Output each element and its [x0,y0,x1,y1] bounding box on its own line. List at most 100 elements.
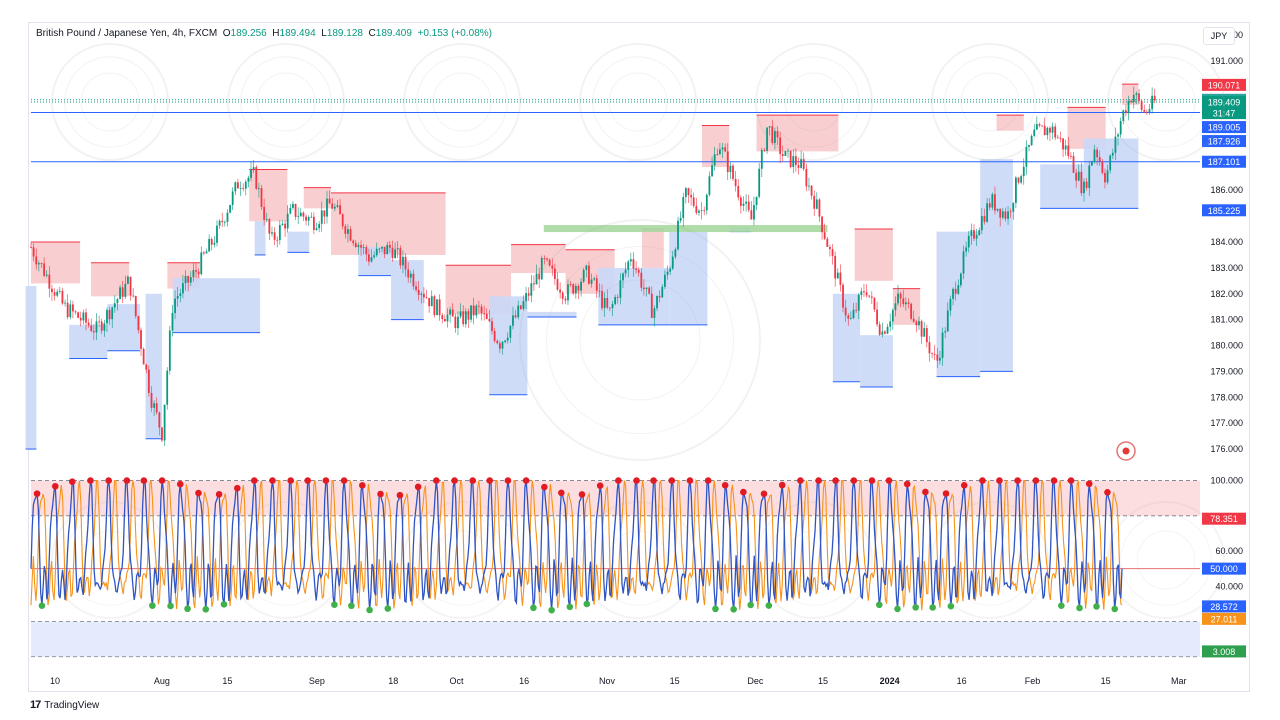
oversold-dot [912,604,919,611]
candle-body [522,301,525,309]
overbought-dot [850,477,858,484]
candle-body [918,321,920,326]
candle-body [884,331,886,334]
candle-body [698,210,700,213]
candle-body [106,309,108,324]
candle-body [74,311,77,313]
candle-body [925,328,928,343]
candle-body [119,287,121,300]
candle-body [965,247,968,252]
candle-body [368,254,370,262]
candle-body [221,220,224,223]
candle-body [333,206,336,209]
candle-body [595,278,598,291]
supply-zone [892,288,921,325]
candle-body [381,246,383,249]
candle-body [488,318,491,322]
candle-body [1080,171,1083,194]
oscillator-tag-label: 78.351 [1210,514,1238,524]
tradingview-brand[interactable]: 17 TradingView [30,699,99,711]
close-value: 189.409 [375,28,412,39]
candle-body [1028,145,1030,147]
candle-body [771,126,774,143]
candle-body [108,309,111,320]
candle-body [82,312,85,321]
candle-body [760,149,763,169]
candle-body [409,273,412,278]
overbought-dot [1067,477,1075,484]
candle-body [326,198,328,217]
candle-body [679,217,682,221]
overbought-dot [1050,477,1058,484]
candle-body [239,188,242,189]
candle-body [912,318,915,322]
candle-body [973,230,975,239]
candle-body [1025,146,1028,167]
candle-body [294,203,297,217]
candle-body [1020,176,1023,183]
candle-body [831,249,834,256]
demand-zone [25,286,37,450]
change-value: +0.153 (+0.08%) [417,28,492,39]
candle-body [543,257,546,259]
x-axis-tick-label: 15 [222,676,232,686]
candle-body [669,268,672,272]
candle-body [818,199,821,217]
demand-zone [1083,138,1139,209]
candle-body [750,210,753,220]
overbought-dot [68,478,76,486]
candle-body [472,305,475,316]
candle-body [904,302,907,305]
overbought-dot [304,477,311,484]
candle-body [580,281,582,291]
candle-body [1085,181,1088,188]
candle-body [1004,211,1007,219]
candle-body [48,274,51,289]
candle-body [150,392,153,408]
candle-body [962,251,965,274]
candle-body [344,226,347,234]
candle-body [168,330,171,371]
candle-body [915,321,918,326]
candle-body [849,318,852,319]
candle-body [619,280,622,298]
oversold-dot [167,602,174,610]
x-axis-tick-label: 15 [818,676,828,686]
candle-body [35,256,38,265]
candle-body [792,156,795,167]
candle-body [493,330,496,341]
candle-body [902,298,905,305]
demand-zone [860,335,893,387]
oscillator-tag-label: 3.008 [1213,647,1236,657]
currency-button[interactable]: JPY [1203,27,1235,45]
candle-body [51,288,53,293]
candle-body [753,205,755,220]
symbol-title[interactable]: British Pound / Japanese Yen, 4h, FXCM [36,28,218,39]
candle-body [265,219,268,220]
candle-body [983,216,986,222]
overbought-dot [996,477,1003,484]
candle-body [847,315,850,319]
candle-body [216,225,218,243]
low-label: L [321,28,327,39]
oversold-dot [149,602,156,609]
oversold-band [31,621,1200,657]
overbought-dot [1014,477,1021,484]
candle-body [32,247,35,257]
candle-body [100,321,103,331]
candle-body [129,276,132,296]
candle-body [399,248,402,266]
candle-body [509,325,512,338]
candle-body [936,354,939,361]
candle-body [705,194,708,211]
oversold-dot [583,600,591,608]
open-value: 189.256 [230,28,267,39]
candle-body [1119,120,1122,135]
overbought-dot [377,490,384,498]
supply-zone [996,115,1024,131]
candle-body [530,283,533,296]
candle-body [496,340,499,344]
candle-body [226,212,229,222]
oscillator-tag [1202,645,1246,658]
